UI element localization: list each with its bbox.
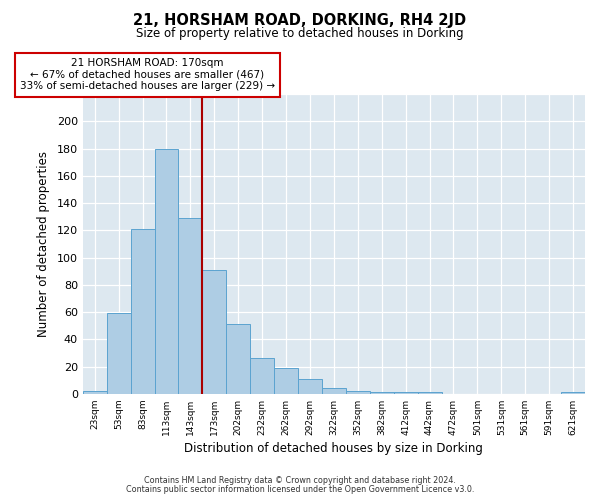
Bar xyxy=(107,314,131,394)
Bar xyxy=(83,391,107,394)
Text: 21 HORSHAM ROAD: 170sqm
← 67% of detached houses are smaller (467)
33% of semi-d: 21 HORSHAM ROAD: 170sqm ← 67% of detache… xyxy=(20,58,275,92)
Bar xyxy=(250,358,274,394)
Bar xyxy=(274,368,298,394)
X-axis label: Distribution of detached houses by size in Dorking: Distribution of detached houses by size … xyxy=(184,442,484,455)
Bar xyxy=(418,392,442,394)
Bar xyxy=(394,392,418,394)
Bar xyxy=(561,392,585,394)
Bar xyxy=(202,270,226,394)
Bar xyxy=(226,324,250,394)
Bar xyxy=(322,388,346,394)
Bar xyxy=(155,148,178,394)
Bar xyxy=(370,392,394,394)
Text: Size of property relative to detached houses in Dorking: Size of property relative to detached ho… xyxy=(136,28,464,40)
Text: 21, HORSHAM ROAD, DORKING, RH4 2JD: 21, HORSHAM ROAD, DORKING, RH4 2JD xyxy=(133,12,467,28)
Bar xyxy=(298,379,322,394)
Text: Contains HM Land Registry data © Crown copyright and database right 2024.: Contains HM Land Registry data © Crown c… xyxy=(144,476,456,485)
Y-axis label: Number of detached properties: Number of detached properties xyxy=(37,151,50,337)
Bar xyxy=(178,218,202,394)
Bar xyxy=(346,391,370,394)
Text: Contains public sector information licensed under the Open Government Licence v3: Contains public sector information licen… xyxy=(126,485,474,494)
Bar xyxy=(131,229,155,394)
